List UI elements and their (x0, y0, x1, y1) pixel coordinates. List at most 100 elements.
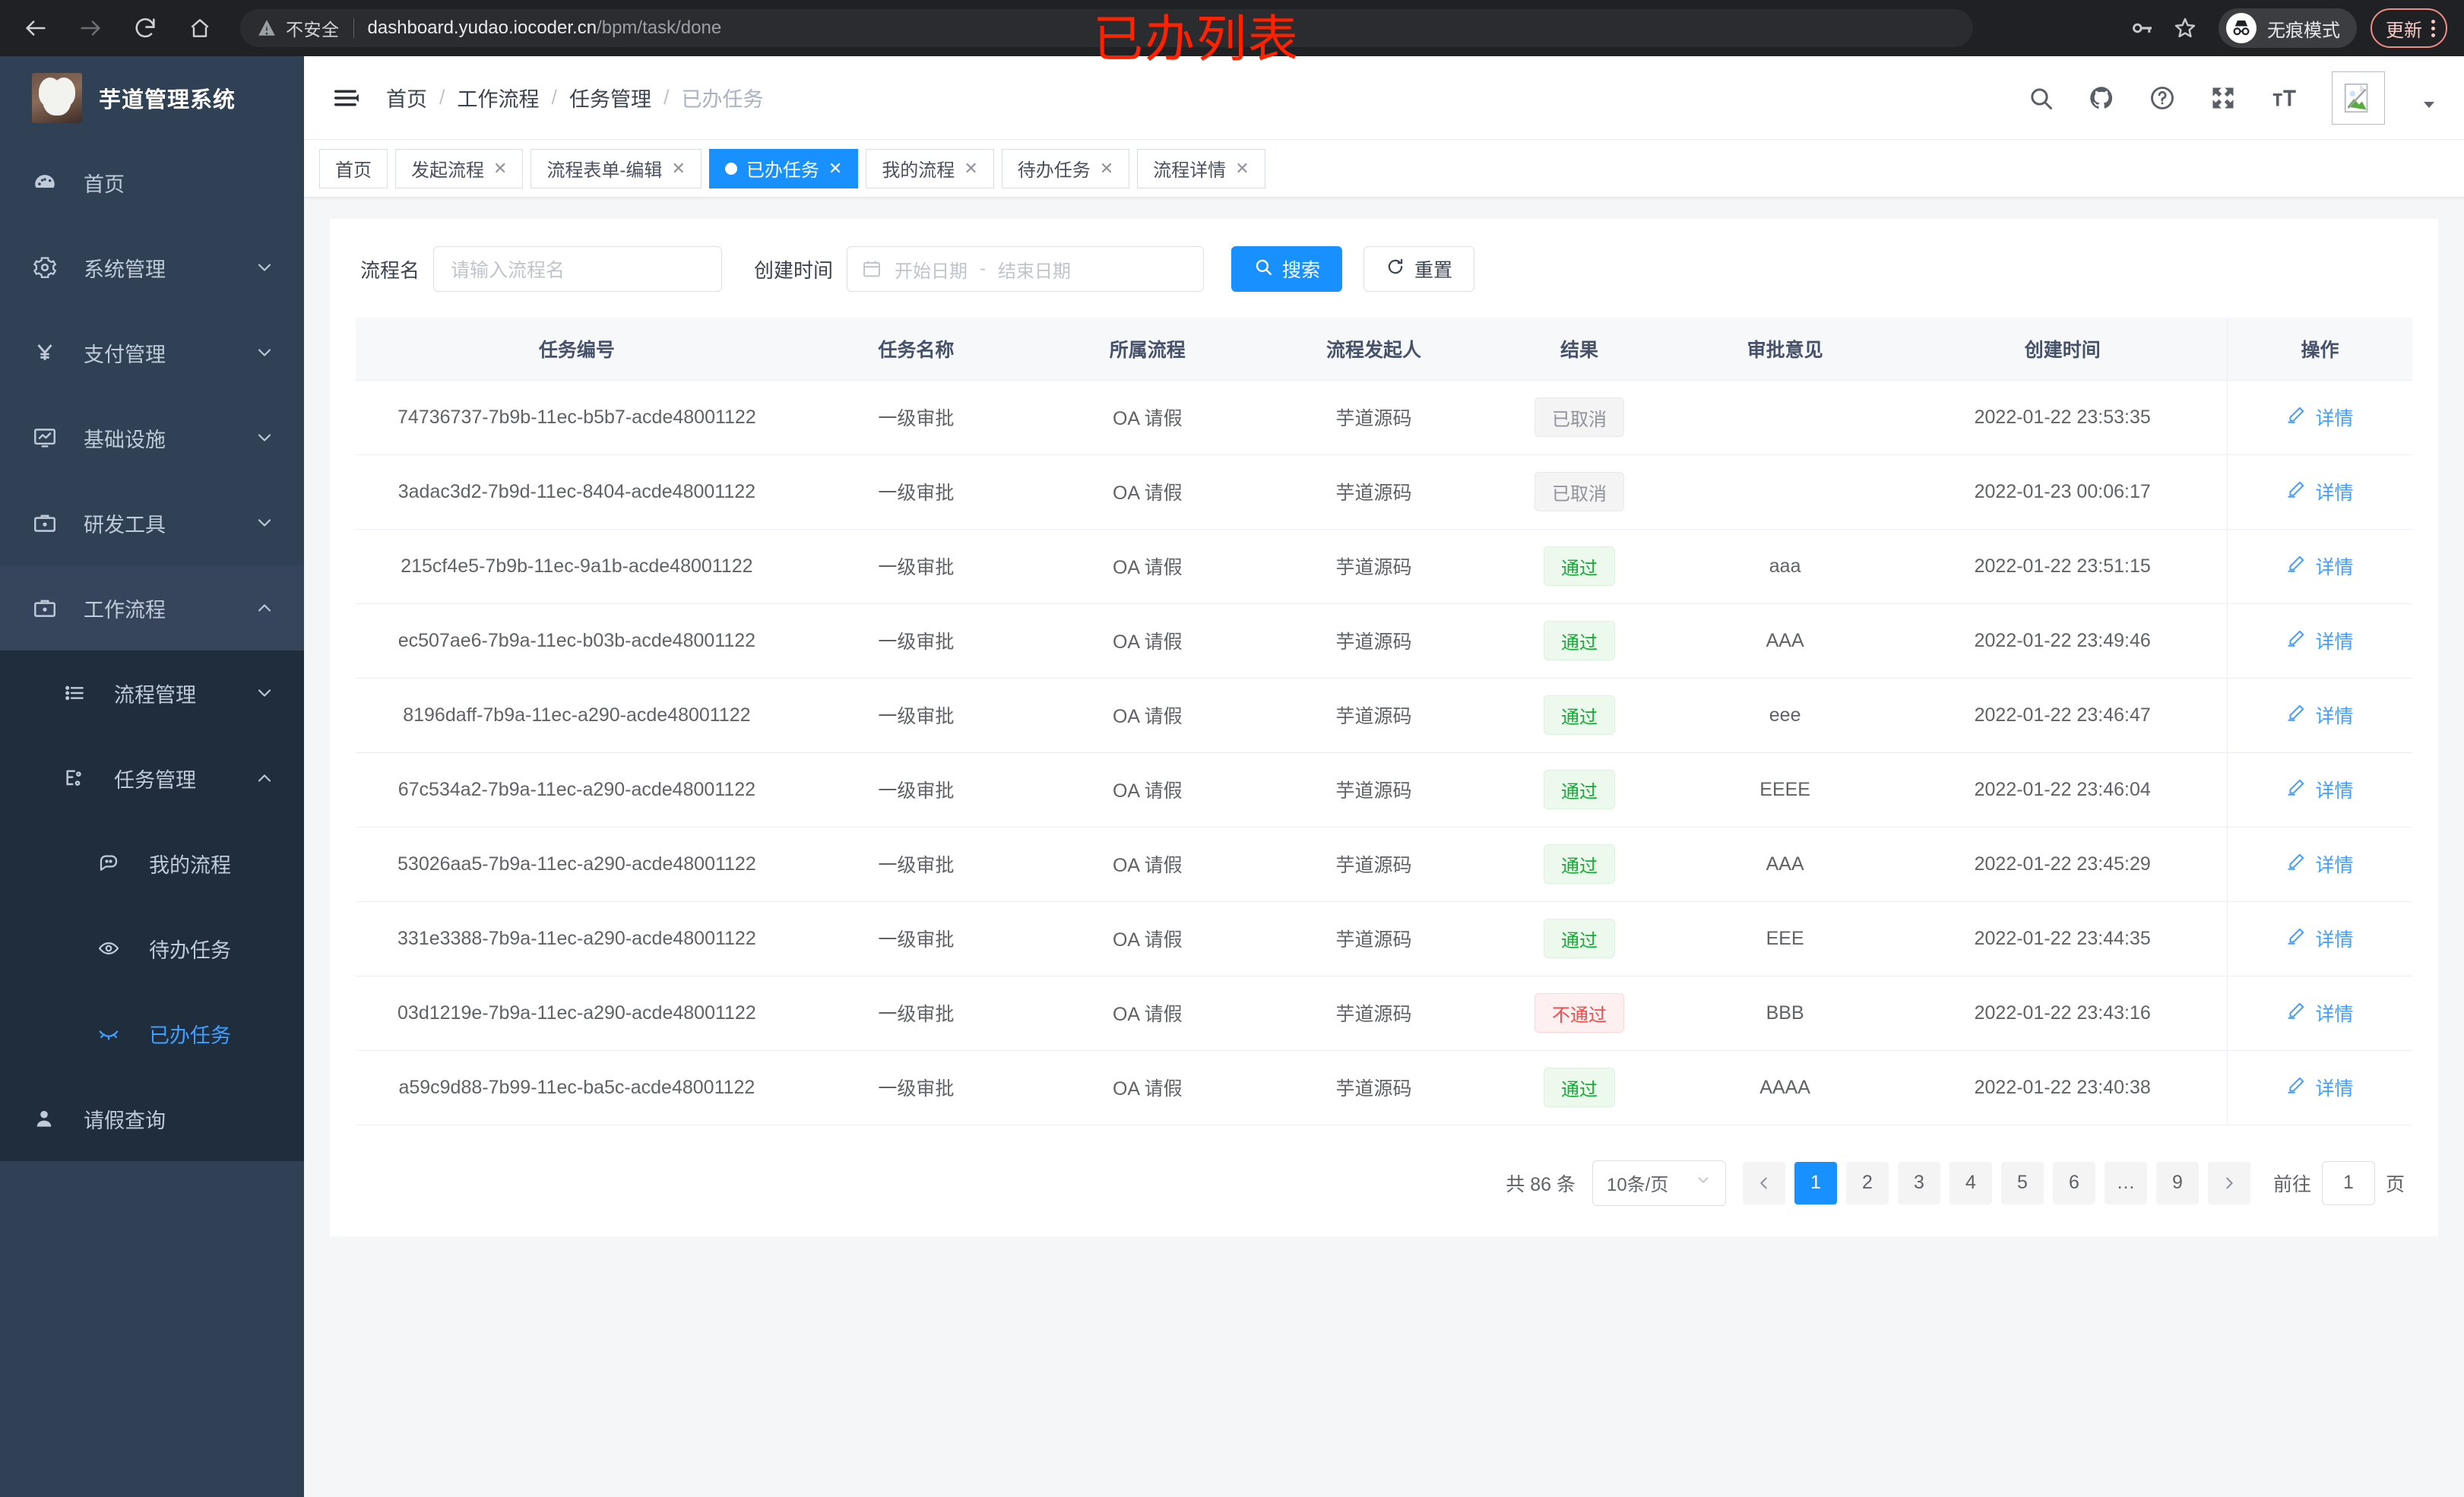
pagination-page-button[interactable]: 9 (2155, 1161, 2199, 1204)
sidebar-item-todo-task[interactable]: 待办任务 (0, 906, 304, 991)
briefcase-icon (32, 510, 67, 536)
pagination-prev-button[interactable] (1742, 1161, 1785, 1204)
chevron-down-icon[interactable] (2420, 95, 2438, 117)
status-badge: 通过 (1544, 844, 1616, 884)
bookmark-star-icon[interactable] (2164, 7, 2206, 49)
detail-button[interactable]: 详情 (2286, 701, 2353, 729)
tab-my-process[interactable]: 我的流程 ✕ (866, 148, 994, 188)
password-key-icon[interactable] (2121, 7, 2164, 49)
process-name-input[interactable]: 请输入流程名 (433, 246, 723, 292)
help-icon[interactable] (2145, 81, 2180, 116)
cell-created: 2022-01-22 23:49:46 (1898, 603, 2228, 679)
sidebar-item-devtools[interactable]: 研发工具 (0, 480, 304, 565)
sidebar-item-done-task[interactable]: 已办任务 (0, 991, 304, 1076)
pagination-page-button[interactable]: 5 (2000, 1161, 2044, 1204)
font-size-icon[interactable] (2266, 81, 2301, 116)
pagination-page-button[interactable]: 2 (1845, 1161, 1889, 1204)
detail-button[interactable]: 详情 (2286, 999, 2353, 1027)
sidebar-item-system[interactable]: 系统管理 (0, 225, 304, 310)
close-icon[interactable]: ✕ (493, 158, 508, 178)
pagination-ellipsis[interactable]: … (2104, 1161, 2147, 1204)
close-icon[interactable]: ✕ (1235, 158, 1249, 178)
detail-button[interactable]: 详情 (2286, 850, 2353, 878)
pagination-page-button[interactable]: 6 (2052, 1161, 2095, 1204)
chevron-down-icon (254, 512, 275, 533)
pagination-next-button[interactable] (2207, 1161, 2250, 1204)
cell-task-name: 一级审批 (797, 529, 1034, 604)
jump-page-input[interactable]: 1 (2321, 1160, 2375, 1205)
reset-button[interactable]: 重置 (1363, 246, 1475, 292)
fullscreen-icon[interactable] (2206, 81, 2241, 116)
tab-process-form-edit[interactable]: 流程表单-编辑 ✕ (530, 148, 702, 188)
brand[interactable]: 芋道管理系统 (0, 56, 304, 140)
close-icon[interactable]: ✕ (828, 158, 843, 178)
detail-button[interactable]: 详情 (2286, 627, 2353, 654)
sidebar-item-task-management[interactable]: 任务管理 (0, 736, 304, 821)
content-card: 流程名 请输入流程名 创建时间 开始日期 - 结束日期 (330, 219, 2438, 1236)
sidebar-item-my-process[interactable]: 我的流程 (0, 821, 304, 906)
back-icon[interactable] (20, 12, 52, 44)
close-icon[interactable]: ✕ (964, 158, 978, 178)
eye-icon (97, 937, 132, 960)
tab-process-detail[interactable]: 流程详情 ✕ (1137, 148, 1265, 188)
chrome-menu-icon[interactable] (2431, 19, 2435, 37)
cell-task-name: 一级审批 (797, 603, 1034, 679)
detail-button[interactable]: 详情 (2286, 552, 2353, 580)
forward-icon[interactable] (74, 12, 106, 44)
search-icon[interactable] (2023, 81, 2058, 116)
search-button[interactable]: 搜索 (1231, 246, 1343, 292)
status-badge: 通过 (1544, 770, 1616, 809)
pagination-page-button[interactable]: 4 (1949, 1161, 1992, 1204)
chevron-down-icon (1695, 1172, 1712, 1194)
incognito-indicator[interactable]: 无痕模式 (2219, 8, 2357, 48)
close-icon[interactable]: ✕ (671, 158, 686, 178)
date-range-picker[interactable]: 开始日期 - 结束日期 (847, 246, 1205, 292)
tab-done-task[interactable]: 已办任务 ✕ (708, 148, 859, 188)
list-icon (62, 681, 97, 705)
detail-button[interactable]: 详情 (2286, 1074, 2353, 1101)
cell-comment: EEE (1671, 901, 1899, 976)
tab-todo-task[interactable]: 待办任务 ✕ (1001, 148, 1130, 188)
cell-process: OA 请假 (1034, 827, 1261, 902)
tab-start-process[interactable]: 发起流程 ✕ (395, 148, 524, 188)
pagination-page-button[interactable]: 1 (1794, 1161, 1837, 1204)
avatar[interactable] (2332, 71, 2385, 125)
cell-task-name: 一级审批 (797, 454, 1034, 530)
table-row: a59c9d88-7b99-11ec-ba5c-acde48001122 一级审批… (356, 1050, 2412, 1125)
tab-home[interactable]: 首页 (319, 148, 388, 188)
close-icon[interactable]: ✕ (1099, 158, 1114, 178)
breadcrumb-item[interactable]: 工作流程 (457, 88, 540, 111)
cell-task-name: 一级审批 (797, 976, 1034, 1051)
breadcrumb-separator: / (664, 86, 670, 109)
sidebar-item-workflow[interactable]: 工作流程 (0, 565, 304, 650)
detail-button[interactable]: 详情 (2286, 925, 2353, 952)
table-row: 03d1219e-7b9a-11ec-a290-acde48001122 一级审批… (356, 976, 2412, 1051)
edit-icon (2286, 703, 2306, 728)
cell-operation: 详情 (2226, 603, 2412, 679)
tab-label: 首页 (335, 160, 372, 181)
detail-button[interactable]: 详情 (2286, 776, 2353, 803)
breadcrumb-item[interactable]: 任务管理 (569, 88, 652, 111)
app-header: 首页 / 工作流程 / 任务管理 / 已办任务 (304, 56, 2464, 140)
detail-button[interactable]: 详情 (2286, 478, 2353, 505)
sidebar-item-leave-query[interactable]: 请假查询 (0, 1076, 304, 1161)
sidebar-item-home[interactable]: 首页 (0, 140, 304, 225)
sidebar-item-infrastructure[interactable]: 基础设施 (0, 395, 304, 480)
github-icon[interactable] (2084, 81, 2119, 116)
workflow-submenu: 流程管理 任务管理 我的流程 (0, 650, 304, 1161)
cell-initiator: 芋道源码 (1260, 976, 1487, 1051)
address-bar[interactable]: 不安全 dashboard.yudao.iocoder.cn/bpm/task/… (240, 9, 1973, 47)
cell-result: 已取消 (1487, 380, 1672, 455)
sidebar-item-payment[interactable]: 支付管理 (0, 310, 304, 395)
home-icon[interactable] (184, 12, 216, 44)
breadcrumb-item[interactable]: 首页 (386, 88, 427, 111)
update-button[interactable]: 更新 (2371, 8, 2447, 48)
reload-icon[interactable] (129, 12, 161, 44)
sidebar-item-process-management[interactable]: 流程管理 (0, 650, 304, 736)
cell-process: OA 请假 (1034, 380, 1261, 455)
pagination: 共 86 条 10条/页 1 2 3 4 5 6… 9 (356, 1125, 2412, 1214)
detail-button[interactable]: 详情 (2286, 404, 2353, 431)
sidebar-toggle-icon[interactable] (330, 81, 363, 115)
pagination-page-button[interactable]: 3 (1897, 1161, 1940, 1204)
page-size-select[interactable]: 10条/页 (1591, 1160, 1726, 1206)
